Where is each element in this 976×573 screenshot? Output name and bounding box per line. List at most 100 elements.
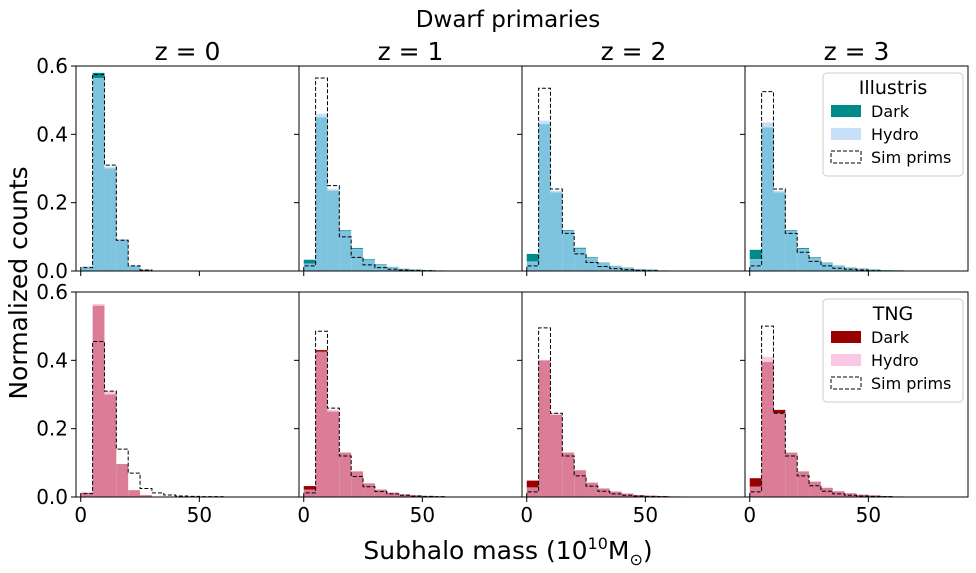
panel-r0-c2: z = 2 — [517, 37, 746, 276]
overlap-bar — [422, 495, 435, 497]
panel-grid: 0.0 0.2 0.4 0.6 z = 0 z = 1 z = 2 z = 3 Illustri… — [36, 37, 969, 527]
x-tick-label: 0 — [74, 503, 87, 527]
dark-bar — [363, 259, 375, 260]
hydro-bar — [80, 266, 93, 268]
dark-bar — [339, 230, 352, 231]
x-tick-label: 0 — [520, 503, 533, 527]
y-tick-label: 0.4 — [36, 348, 68, 372]
overlap-bar — [621, 493, 634, 497]
overlap-bar — [820, 487, 833, 497]
x-tick-label: 50 — [410, 503, 435, 527]
hydro-bar — [761, 122, 774, 128]
legend-swatch-dark — [831, 105, 861, 117]
overlap-bar — [363, 259, 375, 271]
column-title: z = 2 — [601, 37, 667, 66]
hydro-bar — [773, 190, 786, 193]
legend-label-sim: Sim prims — [871, 148, 951, 167]
overlap-bar — [633, 494, 646, 497]
legend-label-sim: Sim prims — [871, 374, 951, 393]
dark-bar — [315, 350, 328, 352]
legend-swatch-hydro — [831, 128, 861, 140]
dark-bar — [303, 486, 316, 490]
dark-bar — [809, 257, 821, 259]
dark-bar — [351, 248, 364, 250]
panel-r0-c3: z = 3 Illustris Dark Hydro Sim prims — [740, 37, 969, 276]
overlap-bar — [128, 490, 141, 497]
dark-bar — [116, 464, 129, 466]
column-title: z = 0 — [155, 37, 221, 66]
legend-swatch-hydro — [831, 354, 861, 366]
y-tick-label: 0.0 — [36, 259, 68, 283]
overlap-bar — [761, 362, 774, 497]
overlap-bar — [538, 124, 551, 271]
panel-r1-c3: 0 50 TNG Dark Hydro Sim prims — [740, 291, 969, 527]
axes-frame — [744, 65, 969, 272]
dark-bar — [303, 259, 316, 264]
legend-title: TNG — [872, 303, 914, 325]
dark-bar — [797, 248, 810, 250]
overlap-bar — [597, 488, 610, 497]
panel-r1-c2: 0 50 — [517, 291, 746, 527]
overlap-bar — [398, 494, 411, 497]
overlap-bar — [363, 483, 375, 497]
overlap-bar — [327, 190, 340, 271]
overlap-bar — [116, 465, 129, 497]
overlap-bar — [339, 452, 352, 497]
overlap-bar — [303, 489, 316, 497]
legend-swatch-sim — [830, 376, 862, 390]
panel-r1-c1: 0 50 — [294, 291, 523, 527]
hydro-bar — [761, 356, 774, 363]
x-tick-label: 0 — [743, 503, 756, 527]
overlap-bar — [315, 117, 328, 271]
overlap-bar — [773, 192, 786, 271]
dark-bar — [749, 478, 762, 487]
overlap-bar — [761, 127, 774, 271]
hydro-bar — [550, 190, 563, 193]
legend-label-hydro: Hydro — [871, 351, 919, 370]
axes-frame — [744, 291, 969, 498]
overlap-bar — [351, 471, 364, 497]
overlap-bar — [586, 258, 598, 271]
dark-bar — [562, 230, 575, 231]
x-tick-label: 50 — [633, 503, 658, 527]
overlap-bar — [574, 248, 587, 271]
column-title: z = 3 — [824, 37, 890, 66]
overlap-bar — [351, 249, 364, 271]
overlap-bar — [116, 240, 129, 271]
overlap-bar — [140, 495, 152, 497]
panel-r0-c1: z = 1 — [294, 37, 523, 276]
overlap-bar — [538, 360, 551, 497]
x-tick-label: 0 — [297, 503, 310, 527]
dark-bar — [785, 230, 798, 231]
overlap-bar — [562, 230, 575, 271]
y-tick-label: 0.2 — [36, 417, 68, 441]
overlap-bar — [386, 267, 399, 271]
overlap-bar — [410, 495, 423, 497]
dark-bar — [749, 249, 762, 260]
overlap-bar — [80, 267, 93, 271]
overlap-bar — [92, 305, 105, 497]
overlap-bar — [104, 168, 117, 271]
panel-r1-c0: 0 50 0.0 0.2 0.4 0.6 — [36, 280, 300, 527]
hydro-bar — [104, 166, 117, 169]
x-tick-label: 50 — [856, 503, 881, 527]
dark-bar — [574, 247, 587, 249]
hydro-bar — [92, 303, 105, 306]
legend-0: Illustris Dark Hydro Sim prims — [822, 72, 964, 177]
overlap-bar — [315, 351, 328, 497]
overlap-bar — [386, 492, 399, 497]
overlap-bar — [785, 452, 798, 497]
hydro-bar — [80, 491, 93, 493]
overlap-bar — [809, 258, 821, 271]
overlap-bar — [785, 230, 798, 271]
overlap-bar — [749, 486, 762, 497]
dark-bar — [92, 72, 105, 78]
figure-suptitle: Dwarf primaries — [416, 7, 600, 33]
legend-box — [822, 298, 964, 403]
hydro-bar — [327, 409, 340, 412]
x-tick-label: 50 — [187, 503, 212, 527]
y-tick-label: 0.2 — [36, 191, 68, 215]
overlap-bar — [398, 268, 411, 271]
overlap-bar — [92, 77, 105, 271]
